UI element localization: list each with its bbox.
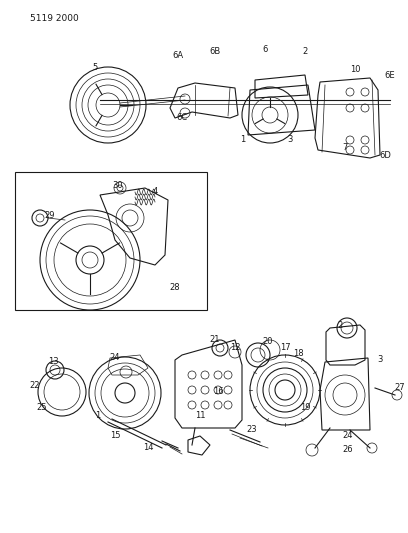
Text: 17: 17 xyxy=(280,343,290,352)
Text: 6: 6 xyxy=(262,45,268,54)
Bar xyxy=(15,172,207,310)
Text: 29: 29 xyxy=(45,211,55,220)
Text: 3: 3 xyxy=(287,135,293,144)
Text: 6E: 6E xyxy=(385,71,395,80)
Text: 20: 20 xyxy=(263,337,273,346)
Text: 6A: 6A xyxy=(173,51,184,60)
Text: 5119 2000: 5119 2000 xyxy=(30,14,79,23)
Text: 15: 15 xyxy=(110,431,120,440)
Text: 25: 25 xyxy=(37,403,47,413)
Text: 10: 10 xyxy=(350,66,360,75)
Text: 28: 28 xyxy=(170,284,180,293)
Text: 2: 2 xyxy=(337,320,343,329)
Text: 12: 12 xyxy=(230,343,240,352)
Text: 26: 26 xyxy=(343,446,353,455)
Text: 2: 2 xyxy=(302,47,308,56)
Text: 4: 4 xyxy=(152,188,157,197)
Text: 21: 21 xyxy=(210,335,220,344)
Text: 13: 13 xyxy=(48,358,58,367)
Text: 27: 27 xyxy=(395,384,405,392)
Text: 3: 3 xyxy=(377,356,383,365)
Text: 19: 19 xyxy=(300,403,310,413)
Text: 11: 11 xyxy=(195,410,205,419)
Text: 1: 1 xyxy=(240,135,246,144)
Text: 24: 24 xyxy=(110,353,120,362)
Text: 23: 23 xyxy=(247,425,257,434)
Text: 6C: 6C xyxy=(176,114,188,123)
Text: 30: 30 xyxy=(113,181,123,190)
Text: 6D: 6D xyxy=(379,150,391,159)
Text: 18: 18 xyxy=(293,349,303,358)
Text: 14: 14 xyxy=(143,443,153,453)
Text: 1: 1 xyxy=(95,410,101,419)
Text: 5: 5 xyxy=(92,63,98,72)
Text: 24: 24 xyxy=(343,431,353,440)
Text: 16: 16 xyxy=(213,387,223,397)
Text: 7: 7 xyxy=(342,143,348,152)
Text: 22: 22 xyxy=(30,381,40,390)
Text: 6B: 6B xyxy=(209,47,221,56)
